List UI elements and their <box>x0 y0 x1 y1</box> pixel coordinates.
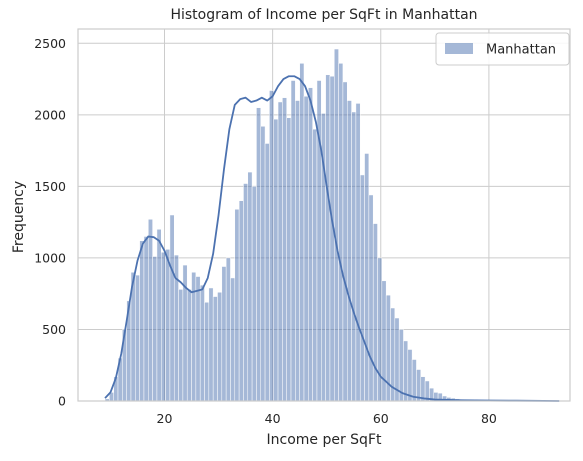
histogram-bar <box>269 91 273 401</box>
y-tick-label: 0 <box>58 394 66 409</box>
histogram-bar <box>369 195 373 401</box>
histogram-bar <box>408 349 412 401</box>
histogram-bar <box>287 118 291 401</box>
histogram-bar <box>356 103 360 401</box>
histogram-bar <box>308 88 312 401</box>
histogram-bar <box>187 289 191 401</box>
histogram-bar <box>157 229 161 401</box>
y-tick-label: 500 <box>42 322 66 337</box>
legend-label-manhattan: Manhattan <box>486 43 556 58</box>
histogram-bar <box>278 102 282 401</box>
histogram-bar <box>378 258 382 401</box>
histogram-bar <box>365 153 369 401</box>
histogram-bar <box>313 129 317 401</box>
y-tick-label: 1500 <box>34 179 66 194</box>
x-tick-label: 20 <box>157 411 173 426</box>
histogram-bar <box>209 288 213 401</box>
histogram-bar <box>416 370 420 401</box>
histogram-bar <box>343 82 347 401</box>
histogram-bar <box>330 76 334 401</box>
histogram-bar <box>222 267 226 401</box>
histogram-bar <box>230 278 234 401</box>
histogram-bar <box>243 184 247 401</box>
histogram-bar <box>373 224 377 401</box>
y-tick-label: 1000 <box>34 250 66 265</box>
histogram-bar <box>217 292 221 401</box>
histogram-bar <box>166 249 170 401</box>
histogram-bar <box>148 219 152 401</box>
histogram-bar <box>135 275 139 401</box>
histogram-bar <box>291 81 295 401</box>
y-axis-label: Frequency <box>11 181 27 253</box>
histogram-bar <box>252 186 256 401</box>
histogram-bar <box>339 63 343 401</box>
legend: Manhattan <box>436 33 569 65</box>
histogram-bar <box>334 49 338 401</box>
histogram-bar <box>213 297 217 401</box>
histogram-bar <box>352 112 356 401</box>
x-tick-label: 60 <box>373 411 389 426</box>
histogram-bar <box>412 360 416 401</box>
histogram-bar <box>239 201 243 401</box>
histogram-bar <box>265 143 269 401</box>
histogram-bar <box>196 277 200 401</box>
histogram-bar <box>153 256 157 401</box>
histogram-bar <box>295 101 299 401</box>
x-axis-label: Income per SqFt <box>267 432 382 448</box>
histogram-bar <box>200 285 204 401</box>
x-tick-label: 80 <box>481 411 497 426</box>
legend-swatch <box>445 43 473 54</box>
histogram-bar <box>282 98 286 401</box>
histogram-bar <box>256 108 260 401</box>
histogram-bar <box>403 341 407 401</box>
histogram-bar <box>300 63 304 401</box>
x-tick-label: 40 <box>265 411 281 426</box>
histogram-bar <box>360 175 364 401</box>
histogram-bar <box>347 101 351 401</box>
histogram-bar <box>205 302 209 401</box>
histogram-bar <box>326 75 330 401</box>
histogram-bar <box>399 329 403 401</box>
histogram-bar <box>382 281 386 401</box>
histogram-bar <box>235 209 239 401</box>
histogram-bar <box>274 119 278 401</box>
y-tick-label: 2500 <box>34 36 66 51</box>
chart-title: Histogram of Income per SqFt in Manhatta… <box>170 7 477 23</box>
histogram-bar <box>161 252 165 401</box>
histogram-bar <box>140 241 144 401</box>
histogram-bar <box>248 172 252 401</box>
histogram-bar <box>179 289 183 401</box>
histogram-bar <box>144 236 148 401</box>
histogram-bar <box>170 215 174 401</box>
y-tick-label: 2000 <box>34 107 66 122</box>
histogram-bar <box>226 258 230 401</box>
histogram-bar <box>304 96 308 401</box>
histogram-bar <box>261 126 265 401</box>
